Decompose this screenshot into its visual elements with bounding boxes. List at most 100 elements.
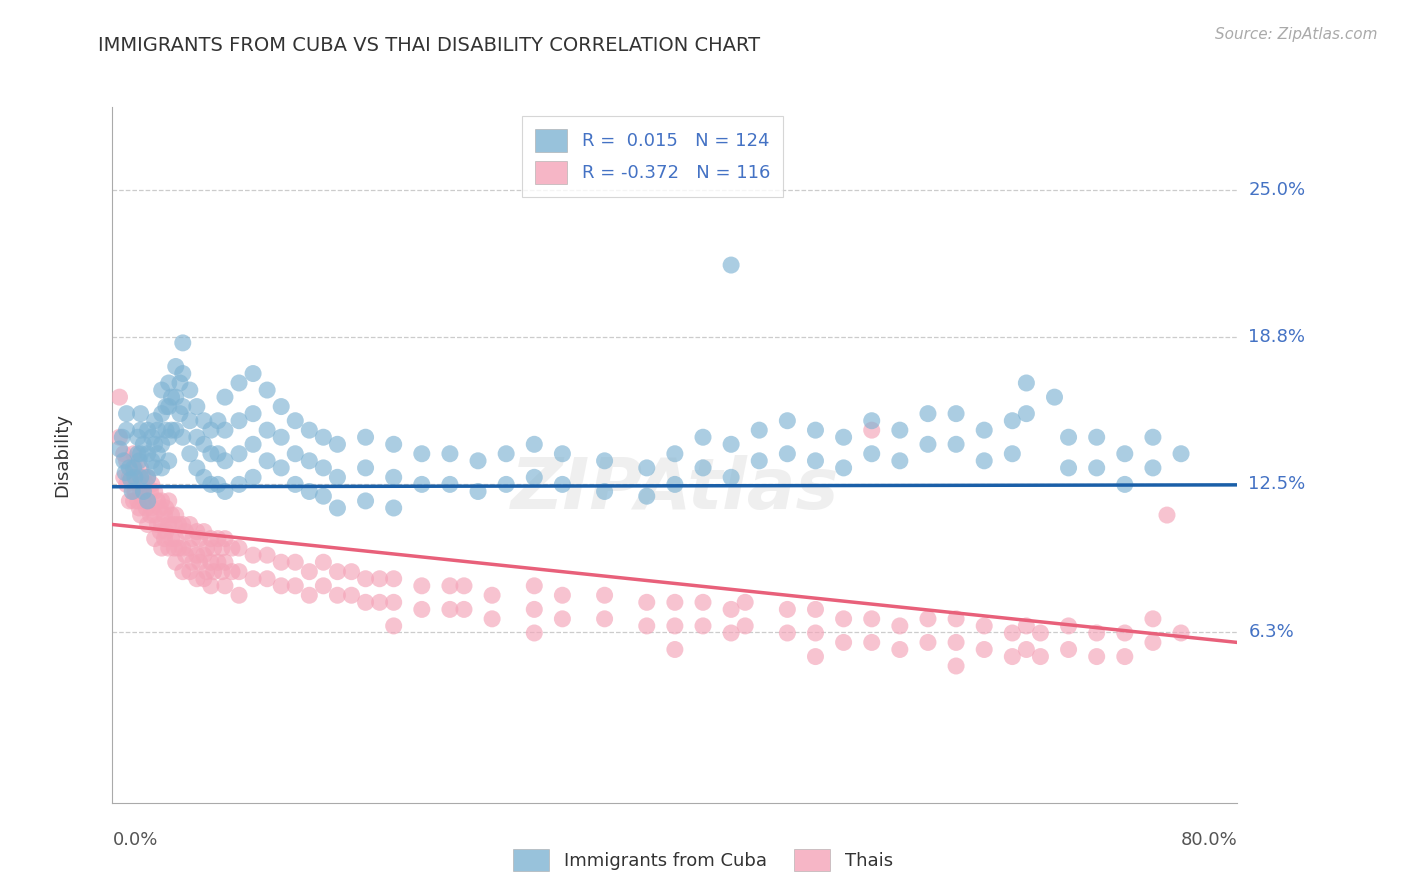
Point (143, 484, 166, 499)
Text: 0.0%: 0.0% (112, 830, 157, 848)
Point (157, 517, 180, 532)
Point (163, 541, 186, 555)
Point (692, 461, 714, 475)
Point (157, 376, 180, 390)
Point (127, 447, 149, 461)
Point (481, 612, 503, 626)
Point (118, 494, 141, 508)
Point (155, 423, 177, 437)
Point (439, 447, 461, 461)
Point (127, 494, 149, 508)
Point (149, 500, 172, 515)
Point (832, 461, 855, 475)
Point (889, 642, 911, 657)
Point (270, 579, 292, 593)
Point (664, 595, 686, 609)
Point (636, 489, 658, 503)
Point (312, 555, 335, 569)
Point (832, 635, 855, 649)
Point (155, 500, 177, 515)
Point (298, 588, 321, 602)
Text: 18.8%: 18.8% (1249, 328, 1305, 346)
Point (143, 437, 166, 451)
Point (112, 447, 135, 461)
Point (664, 477, 686, 491)
Point (143, 508, 166, 522)
Point (122, 461, 145, 475)
Point (804, 602, 827, 616)
Point (108, 442, 131, 456)
Text: 6.3%: 6.3% (1249, 623, 1294, 640)
Point (551, 477, 574, 491)
Point (1085, 626, 1108, 640)
Point (181, 532, 204, 546)
Point (340, 588, 363, 602)
Point (945, 635, 967, 649)
Point (453, 579, 475, 593)
Point (157, 454, 180, 468)
Point (207, 447, 229, 461)
Point (411, 579, 433, 593)
Point (889, 619, 911, 633)
Point (207, 555, 229, 569)
Point (270, 461, 292, 475)
Point (153, 532, 176, 546)
Point (720, 437, 742, 451)
Point (115, 423, 138, 437)
Point (143, 414, 166, 428)
Point (1142, 612, 1164, 626)
Point (160, 423, 183, 437)
Legend: Immigrants from Cuba, Thais: Immigrants from Cuba, Thais (506, 842, 900, 879)
Point (326, 437, 349, 451)
Point (128, 500, 150, 515)
Point (368, 595, 391, 609)
Point (467, 454, 489, 468)
Point (284, 477, 307, 491)
Point (214, 532, 236, 546)
Point (495, 477, 517, 491)
Point (382, 470, 405, 484)
Point (860, 423, 883, 437)
Point (945, 659, 967, 673)
Point (256, 572, 278, 586)
Point (1057, 461, 1080, 475)
Point (720, 258, 742, 272)
Point (1001, 626, 1024, 640)
Point (146, 517, 169, 532)
Point (188, 555, 211, 569)
Point (141, 477, 163, 491)
Point (128, 477, 150, 491)
Point (973, 423, 995, 437)
Point (270, 555, 292, 569)
Text: Disability: Disability (53, 413, 70, 497)
Point (973, 454, 995, 468)
Point (179, 447, 201, 461)
Point (312, 461, 335, 475)
Point (776, 602, 799, 616)
Point (860, 612, 883, 626)
Point (382, 500, 405, 515)
Point (207, 532, 229, 546)
Point (228, 447, 250, 461)
Point (256, 423, 278, 437)
Point (1156, 508, 1178, 522)
Point (200, 532, 222, 546)
Point (153, 508, 176, 522)
Point (200, 555, 222, 569)
Point (284, 414, 307, 428)
Point (221, 541, 243, 555)
Point (228, 414, 250, 428)
Point (172, 367, 194, 381)
Point (1142, 461, 1164, 475)
Point (636, 461, 658, 475)
Point (860, 447, 883, 461)
Point (860, 635, 883, 649)
Point (256, 548, 278, 562)
Point (1001, 414, 1024, 428)
Point (160, 532, 183, 546)
Point (467, 484, 489, 499)
Point (382, 619, 405, 633)
Point (256, 454, 278, 468)
Point (1085, 430, 1108, 444)
Point (326, 588, 349, 602)
